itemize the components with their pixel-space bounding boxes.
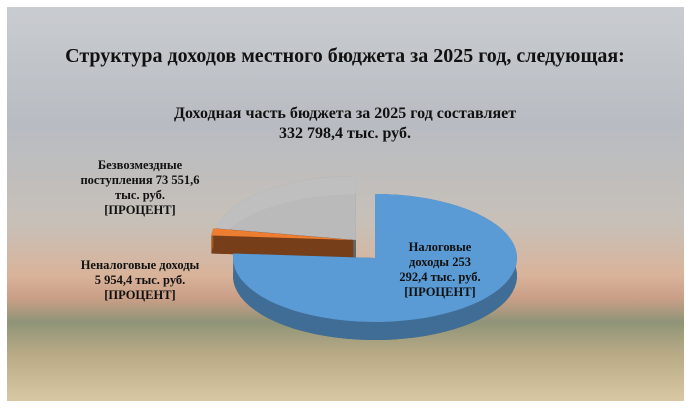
slide: Структура доходов местного бюджета за 20… xyxy=(0,0,691,408)
label-part: тыс. руб. xyxy=(135,273,185,287)
data-label: Налоговые доходы 253 292,4 тыс. руб. [ПР… xyxy=(395,240,485,300)
chart-title: Структура доходов местного бюджета за 20… xyxy=(65,45,625,67)
label-part: [ПРОЦЕНТ] xyxy=(404,285,475,299)
label-part: тыс. руб. xyxy=(115,188,165,202)
total-label: 332 798,4 тыс. руб. xyxy=(279,125,411,142)
label-part: [ПРОЦЕНТ] xyxy=(104,288,175,302)
label-part: 5 954,4 xyxy=(95,273,133,287)
label-part: [ПРОЦЕНТ] xyxy=(104,203,175,217)
data-label: Безвозмездные поступления 73 551,6 тыс. … xyxy=(80,158,200,218)
label-part: 73 551,6 xyxy=(156,173,200,187)
chart-subtitle: Доходная часть бюджета за 2025 год соста… xyxy=(174,105,516,122)
label-part: тыс. руб. xyxy=(431,270,481,284)
data-label: Неналоговые доходы 5 954,4 тыс. руб. [ПР… xyxy=(80,258,200,303)
label-part: Неналоговые доходы xyxy=(81,258,200,272)
